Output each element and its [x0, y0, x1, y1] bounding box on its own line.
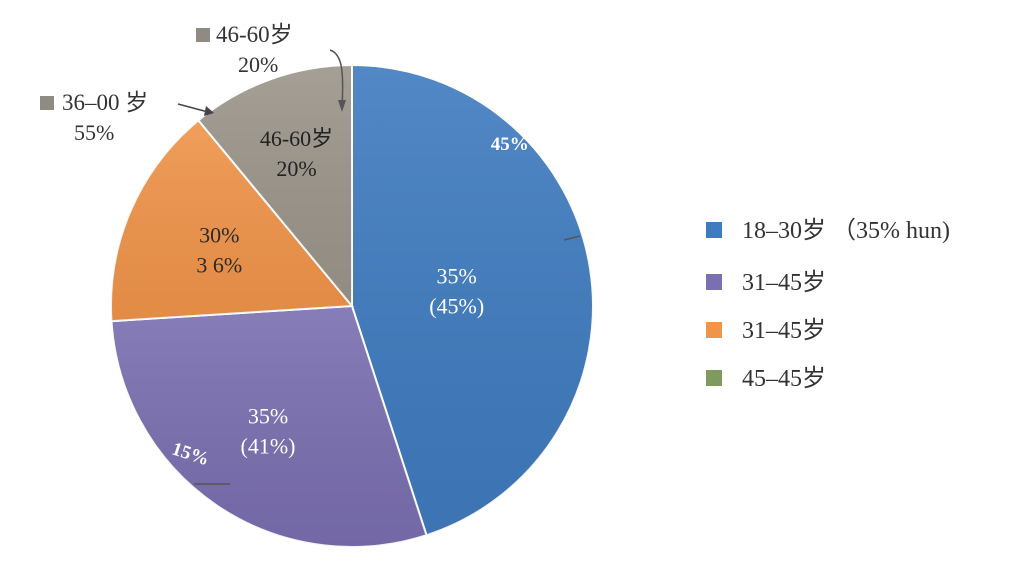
- slice-edge-label: 45%: [491, 134, 529, 155]
- callout-left-value: 55%: [74, 120, 114, 145]
- slice-label-primary: 30%: [199, 223, 239, 248]
- legend-item: 45–45岁: [706, 365, 826, 392]
- legend-label: 31–45岁: [742, 269, 826, 296]
- pie-slices: [110, 63, 594, 548]
- callout-top-swatch: [196, 28, 210, 42]
- callout-top-value: 20%: [238, 52, 278, 77]
- slice-label-secondary: (45%): [429, 293, 484, 318]
- callout-left: 36–00 岁 55%: [40, 90, 214, 145]
- slice-label-primary: 35%: [437, 263, 477, 288]
- legend-item: 31–45岁: [706, 269, 826, 296]
- callout-left-swatch: [40, 96, 54, 110]
- legend-swatch: [706, 222, 722, 238]
- slice-label-secondary: (41%): [241, 434, 296, 459]
- callout-top-arrowhead: [338, 100, 346, 112]
- legend-item: 31–45岁: [706, 317, 826, 344]
- pie-slice-shading: [352, 65, 593, 536]
- pie-slice-shading: [198, 65, 352, 306]
- legend-swatch: [706, 274, 722, 290]
- legend-swatch: [706, 322, 722, 338]
- callout-left-leader: [177, 103, 209, 113]
- legend: 18–30岁 （35% hun) 31–45岁 31–45岁 45–45岁: [706, 217, 950, 392]
- pie-slice-shading: [111, 306, 427, 547]
- callout-left-arrowhead: [204, 106, 214, 116]
- legend-label: 45–45岁: [742, 365, 826, 392]
- legend-label: 18–30岁 （35% hun): [742, 217, 950, 244]
- callout-top: 46-60岁 20%: [196, 22, 346, 112]
- edge-tick-blue: [563, 235, 581, 241]
- slice-label-primary: 35%: [248, 404, 288, 429]
- callout-left-label: 36–00 岁: [62, 90, 148, 115]
- slice-label-secondary: 20%: [276, 156, 316, 181]
- callout-top-leader: [329, 49, 344, 109]
- legend-swatch: [706, 370, 722, 386]
- callout-top-label: 46-60岁: [216, 22, 293, 47]
- slice-label-secondary: 3 6%: [196, 253, 242, 278]
- legend-label: 31–45岁: [742, 317, 826, 344]
- slice-label-primary: 46-60岁: [260, 126, 333, 151]
- legend-item: 18–30岁 （35% hun): [706, 217, 950, 244]
- pie-slice-shading: [111, 120, 352, 322]
